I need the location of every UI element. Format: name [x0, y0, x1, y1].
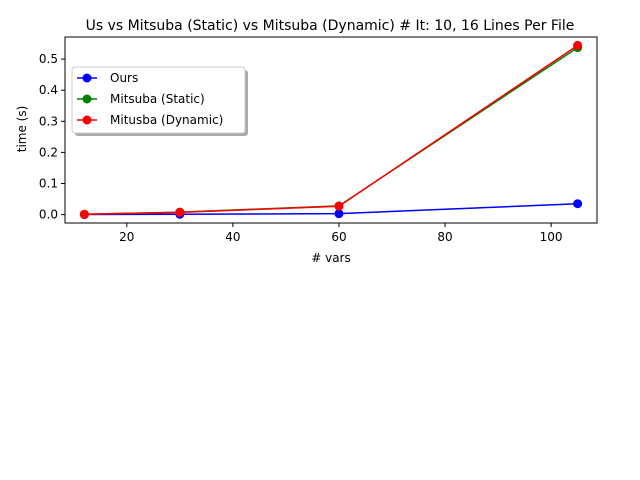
chart-title: Us vs Mitsuba (Static) vs Mitsuba (Dynam… — [86, 18, 575, 34]
x-axis-label: # vars — [311, 251, 351, 265]
data-point — [573, 199, 583, 209]
data-point — [573, 40, 583, 50]
y-axis-label: time (s) — [15, 106, 29, 153]
y-tick-label: 0.4 — [39, 83, 58, 97]
legend-label: Mitsuba (Static) — [110, 92, 205, 106]
legend-box — [71, 66, 246, 134]
data-point — [334, 209, 344, 219]
y-tick-label: 0.1 — [39, 176, 58, 190]
x-tick-label: 80 — [437, 230, 452, 244]
legend-label: Ours — [110, 71, 138, 85]
legend: Ours Mitsuba (Static) Mitusba (Dynamic) — [71, 66, 248, 136]
legend-marker — [82, 94, 92, 104]
legend-marker — [82, 73, 92, 83]
y-tick-label: 0.3 — [39, 114, 58, 128]
data-point — [334, 201, 344, 211]
x-tick-label: 60 — [331, 230, 346, 244]
series-line-2 — [84, 44, 579, 216]
plot-frame — [64, 36, 598, 224]
x-axis: 20 40 60 80 100 — [119, 223, 563, 244]
plot-area — [79, 40, 583, 220]
series-line-0 — [84, 202, 578, 216]
legend-label: Mitusba (Dynamic) — [110, 113, 223, 127]
y-tick-label: 0.0 — [39, 208, 58, 222]
y-tick-label: 0.5 — [39, 52, 58, 66]
legend-marker — [82, 115, 92, 125]
y-axis: 0.0 0.1 0.2 0.3 0.4 0.5 — [39, 52, 65, 222]
data-point — [175, 207, 185, 217]
x-tick-label: 100 — [540, 230, 563, 244]
data-point — [79, 209, 89, 219]
x-tick-label: 40 — [225, 230, 240, 244]
y-tick-label: 0.2 — [39, 145, 58, 159]
x-tick-label: 20 — [119, 230, 134, 244]
